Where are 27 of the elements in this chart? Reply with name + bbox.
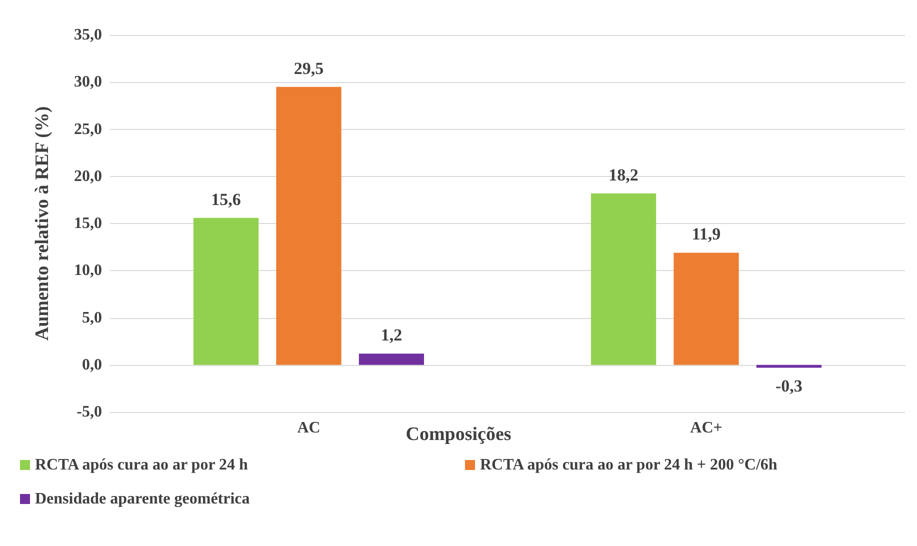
- legend-label: Densidade aparente geométrica: [35, 490, 250, 508]
- bar: [674, 252, 739, 365]
- x-tick-label: AC+: [690, 420, 722, 436]
- y-tick-label: 30,0: [74, 74, 102, 91]
- data-label: 15,6: [211, 190, 241, 209]
- legend-label: RCTA após cura ao ar por 24 h + 200 °C/6h: [480, 456, 778, 474]
- data-label: 29,5: [294, 58, 324, 78]
- y-tick-label: 5,0: [82, 309, 102, 326]
- bar: [193, 218, 259, 365]
- data-label: 18,2: [608, 165, 638, 184]
- x-tick-label: AC: [297, 420, 320, 436]
- data-label: 1,2: [380, 326, 402, 345]
- bar: [358, 354, 424, 365]
- bar: [276, 86, 342, 365]
- legend-label: RCTA após cura ao ar por 24 h: [35, 456, 248, 474]
- y-axis-title: Aumento relativo à REF (%): [32, 106, 53, 341]
- y-tick-label: 25,0: [74, 120, 102, 138]
- bar: [590, 193, 656, 365]
- data-label: -0,3: [776, 376, 802, 396]
- y-tick-label: -5,0: [76, 404, 102, 420]
- y-tick-label: 20,0: [74, 168, 102, 185]
- y-tick-label: 35,0: [74, 26, 102, 44]
- data-label: 11,9: [692, 224, 721, 244]
- y-tick-label: 10,0: [74, 262, 102, 280]
- y-tick-label: 0,0: [82, 356, 102, 374]
- x-axis-title: Composições: [406, 424, 512, 445]
- y-tick-label: 15,0: [74, 215, 102, 232]
